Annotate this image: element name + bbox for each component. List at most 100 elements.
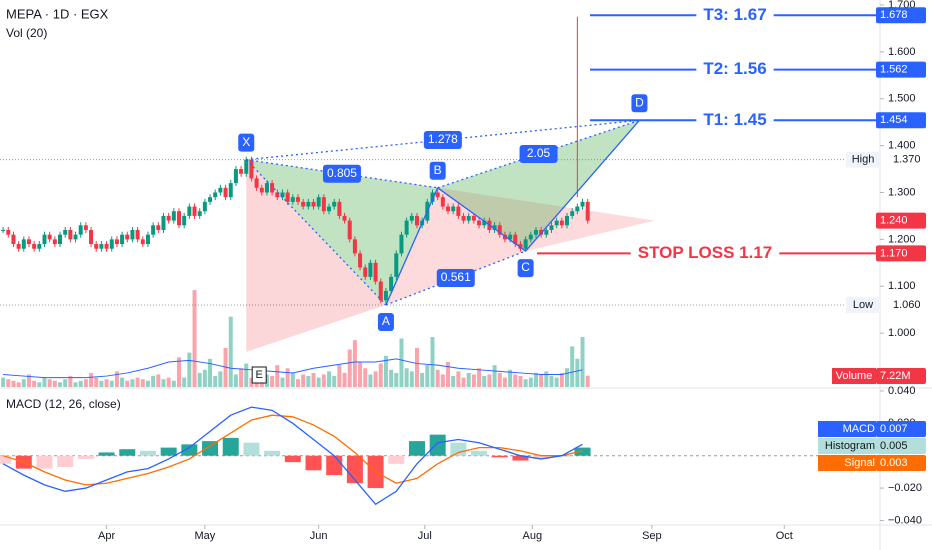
volume-bar xyxy=(580,337,585,387)
volume-bar xyxy=(306,376,311,387)
candle-body xyxy=(306,201,311,207)
ratio-badge xyxy=(519,145,558,164)
volume-bar xyxy=(192,290,197,387)
volume-bar xyxy=(399,338,404,387)
pattern-fill xyxy=(437,120,640,252)
volume-bar xyxy=(182,377,187,387)
volume-bar xyxy=(120,377,125,387)
volume-bar xyxy=(213,376,218,387)
volume-bar xyxy=(177,357,182,387)
volume-bar xyxy=(151,376,156,387)
point-badge xyxy=(429,161,446,180)
candle-body xyxy=(26,239,31,245)
y-tick-label: 1.000 xyxy=(888,327,916,339)
candle-body xyxy=(585,201,590,221)
event-marker xyxy=(251,366,267,384)
candle-body xyxy=(187,206,192,216)
volume-badge-value: 7.22M xyxy=(880,370,911,382)
pattern-leg xyxy=(525,119,640,252)
volume-bar xyxy=(47,379,52,387)
low-badge-bg xyxy=(846,296,880,313)
low-value: 1.060 xyxy=(893,299,921,311)
volume-bar xyxy=(16,382,21,387)
x-tick-label: May xyxy=(194,530,215,542)
candle-body xyxy=(311,201,316,207)
candle-body xyxy=(140,239,145,245)
candle-body xyxy=(471,215,476,221)
volume-bar xyxy=(492,365,497,387)
level-label: T3: 1.67 xyxy=(703,5,766,24)
candle-body xyxy=(208,197,213,202)
macd-signal-line xyxy=(2,414,583,486)
candle-body xyxy=(440,197,445,207)
volume-bar xyxy=(539,374,544,387)
volume-bar xyxy=(135,377,140,387)
candle-body xyxy=(47,234,52,240)
candle-body xyxy=(275,192,280,198)
level-label-bg xyxy=(696,109,774,132)
volume-bar xyxy=(358,362,363,387)
candle-body xyxy=(295,197,300,202)
volume-title: Vol (20) xyxy=(6,26,47,40)
candle-body xyxy=(94,244,99,249)
volume-bar xyxy=(73,382,78,387)
candle-body xyxy=(554,220,559,226)
volume-bar xyxy=(301,374,306,387)
volume-bar xyxy=(285,368,290,387)
candle-body xyxy=(52,239,57,245)
histogram-bar xyxy=(160,447,177,456)
y-tick-label: 1.600 xyxy=(888,46,916,58)
candle-body xyxy=(482,220,487,226)
histogram-bar xyxy=(388,455,405,464)
volume-bar xyxy=(295,379,300,387)
volume-bar xyxy=(528,377,533,387)
volume-ma xyxy=(3,358,583,379)
volume-bar xyxy=(533,372,538,387)
volume-bar xyxy=(368,374,373,387)
candle-body xyxy=(285,192,290,202)
candle-body xyxy=(32,244,37,249)
point-badge xyxy=(517,259,534,278)
candle-body xyxy=(544,229,549,235)
candle-body xyxy=(508,234,513,240)
y-tick-label: 1.200 xyxy=(888,233,916,245)
histogram-bar xyxy=(139,450,156,456)
volume-bar xyxy=(202,369,207,387)
candle-body xyxy=(321,197,326,212)
macd-badge-label: Signal xyxy=(844,457,875,469)
candle-body xyxy=(389,276,394,291)
volume-bar xyxy=(321,374,326,387)
high-label: High xyxy=(852,154,875,166)
y-tick-label: 1.300 xyxy=(888,186,916,198)
macd-badge-label: MACD xyxy=(843,423,875,435)
volume-bar xyxy=(104,379,109,387)
candle-body xyxy=(1,229,6,231)
candle-body xyxy=(513,234,518,245)
level-badge xyxy=(876,7,926,24)
candle-body xyxy=(130,229,135,240)
candle-body xyxy=(451,206,456,212)
candle-body xyxy=(89,229,94,245)
candle-body xyxy=(301,201,306,207)
pattern-fill xyxy=(246,159,438,305)
level-badge xyxy=(876,245,926,262)
candle-body xyxy=(145,234,150,245)
histogram-bar xyxy=(471,450,488,456)
volume-bar xyxy=(373,371,378,387)
macd-tick-label: −0.020 xyxy=(888,482,922,494)
candle-body xyxy=(518,244,523,249)
volume-bar xyxy=(471,374,476,387)
histogram-bar xyxy=(77,455,94,459)
candle-body xyxy=(570,211,575,216)
volume-bar xyxy=(487,374,492,387)
volume-bar xyxy=(26,374,31,387)
candle-body xyxy=(244,159,249,174)
x-tick-label: Apr xyxy=(98,530,115,542)
candle-body xyxy=(580,201,585,207)
candle-body xyxy=(78,225,83,235)
volume-bar xyxy=(58,382,63,387)
candle-body xyxy=(68,229,73,240)
volume-bar xyxy=(456,371,461,387)
point-label: C xyxy=(521,260,530,274)
